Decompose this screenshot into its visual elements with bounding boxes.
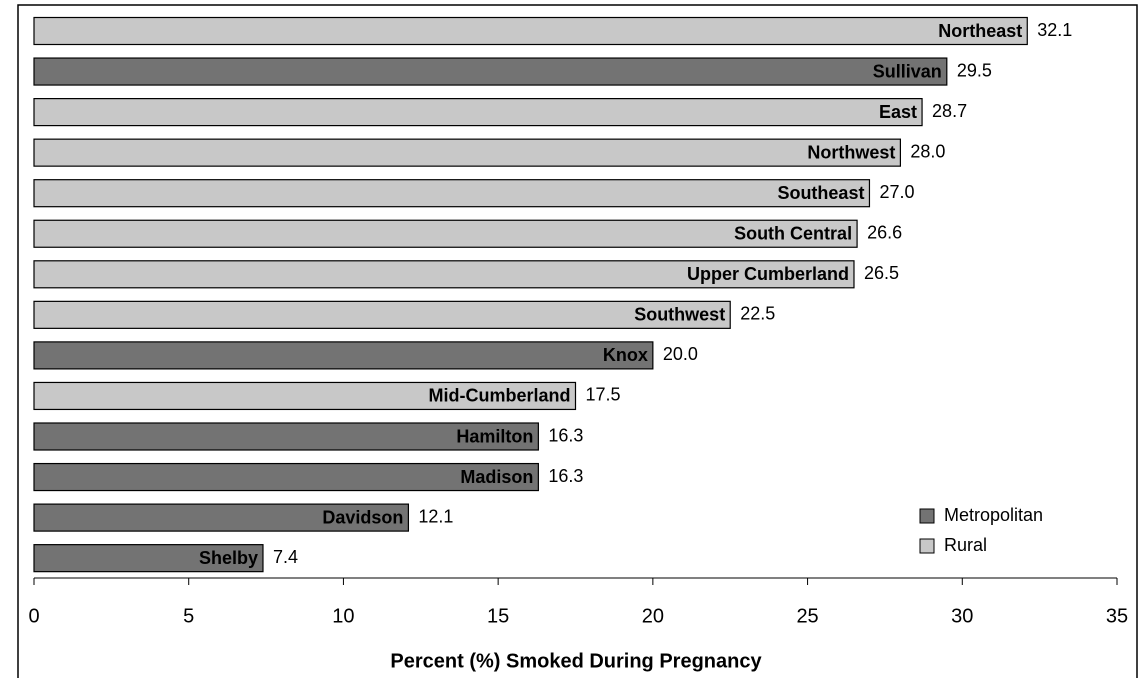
value-label: 7.4 [273, 547, 298, 567]
bar [33, 341, 654, 370]
value-label: 28.7 [932, 101, 967, 121]
category-label: East [879, 102, 917, 122]
bar [33, 219, 858, 248]
category-label: Northeast [938, 21, 1022, 41]
category-label: South Central [734, 224, 852, 244]
category-label: Southeast [777, 183, 864, 203]
bar [33, 544, 264, 573]
value-label: 17.5 [586, 385, 621, 405]
bar [33, 179, 871, 208]
category-label: Upper Cumberland [687, 264, 849, 284]
x-tick-label: 35 [1106, 605, 1128, 627]
x-tick-label: 10 [332, 605, 354, 627]
value-label: 28.0 [910, 141, 945, 161]
bar [33, 16, 1028, 46]
category-label: Mid-Cumberland [429, 386, 571, 406]
value-label: 16.3 [548, 425, 583, 445]
legend-swatch [919, 508, 935, 524]
legend-swatch [919, 538, 935, 554]
category-label: Southwest [634, 305, 725, 325]
value-label: 22.5 [740, 304, 775, 324]
bar [33, 138, 902, 167]
value-label: 29.5 [957, 60, 992, 80]
bar [33, 300, 731, 329]
x-axis-label: Percent (%) Smoked During Pregnancy [390, 650, 762, 672]
category-label: Knox [603, 345, 648, 365]
x-tick-label: 20 [642, 605, 664, 627]
category-label: Davidson [322, 507, 403, 527]
bar [33, 462, 539, 492]
category-label: Sullivan [873, 61, 942, 81]
bar [33, 422, 539, 451]
category-label: Shelby [199, 548, 258, 568]
bar [33, 381, 577, 411]
bar [33, 57, 948, 86]
frame [17, 4, 1138, 678]
bar [33, 97, 923, 127]
x-tick-label: 5 [183, 605, 194, 627]
x-tick-label: 25 [796, 605, 818, 627]
value-label: 16.3 [548, 466, 583, 486]
value-label: 26.5 [864, 263, 899, 283]
legend-label: Rural [944, 535, 987, 555]
value-label: 32.1 [1037, 20, 1072, 40]
value-label: 27.0 [879, 182, 914, 202]
x-tick-label: 15 [487, 605, 509, 627]
x-tick-label: 0 [28, 605, 39, 627]
legend-label: Metropolitan [944, 505, 1043, 525]
category-label: Hamilton [456, 426, 533, 446]
bar [33, 503, 410, 532]
x-tick-label: 30 [951, 605, 973, 627]
value-label: 12.1 [418, 506, 453, 526]
value-label: 26.6 [867, 223, 902, 243]
bar [33, 260, 855, 289]
value-label: 20.0 [663, 344, 698, 364]
category-label: Northwest [807, 142, 895, 162]
category-label: Madison [460, 467, 533, 487]
